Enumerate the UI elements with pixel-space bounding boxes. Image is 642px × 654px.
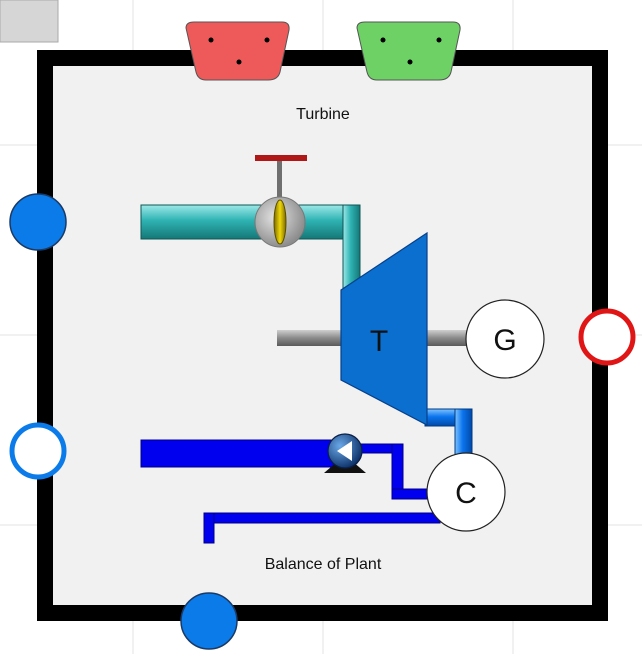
valve-handle[interactable]	[255, 155, 307, 161]
shaft-left	[277, 330, 343, 346]
feed-outlet-port[interactable]	[9, 422, 67, 480]
section-label: Balance of Plant	[265, 556, 382, 573]
generator-icon[interactable]: G	[465, 299, 545, 379]
condenser-symbol: C	[455, 477, 477, 510]
green-connector-pins	[380, 37, 442, 65]
component-title: Turbine	[296, 106, 350, 123]
condenser-return-drop	[203, 512, 215, 544]
bottom-port[interactable]	[180, 592, 238, 650]
green-connector[interactable]	[356, 21, 461, 81]
valve-icon[interactable]	[254, 196, 306, 248]
condenser-icon[interactable]: C	[426, 452, 506, 532]
feed-pipe	[140, 439, 342, 468]
electrical-port[interactable]	[578, 308, 636, 366]
pump-icon[interactable]	[324, 433, 366, 473]
steam-pipe	[140, 204, 361, 240]
red-connector-pins	[208, 37, 270, 65]
condenser-return-pipe	[203, 512, 441, 524]
corner-tab	[0, 0, 59, 43]
red-connector[interactable]	[185, 21, 290, 81]
steam-pipe-drop	[342, 204, 361, 291]
shaft-right	[425, 330, 470, 346]
turbine-symbol: T	[370, 325, 388, 358]
valve-stem	[277, 161, 282, 201]
turbine-icon[interactable]: T	[340, 231, 428, 426]
generator-symbol: G	[493, 324, 516, 357]
steam-inlet-port[interactable]	[9, 193, 67, 251]
